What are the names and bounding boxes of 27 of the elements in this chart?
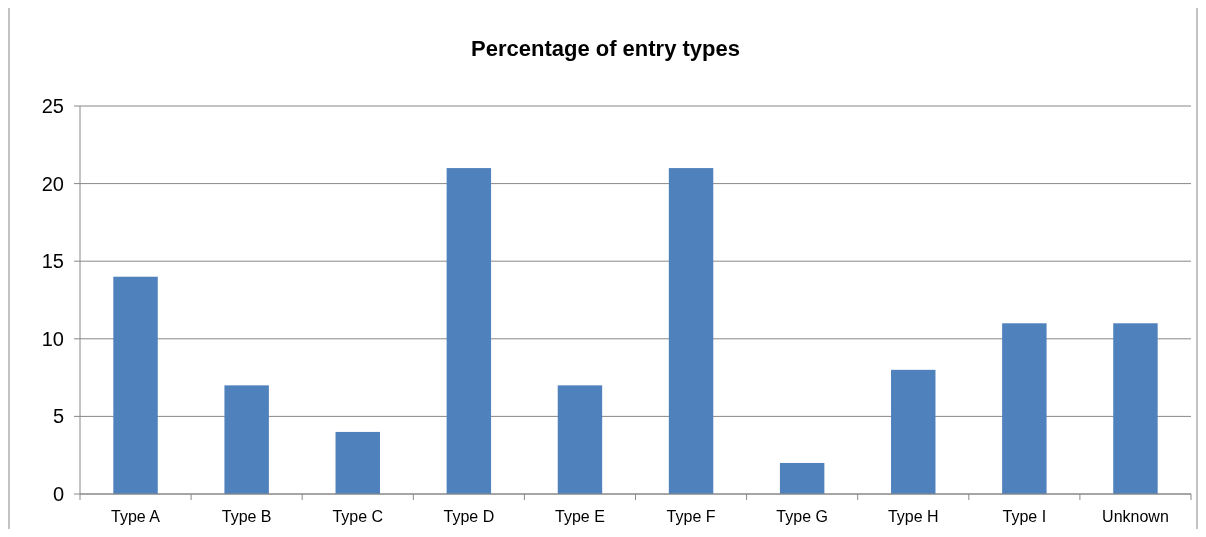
x-tick-label: Type I (1002, 508, 1047, 525)
x-tick-label: Type D (443, 508, 495, 525)
bar (1002, 323, 1047, 494)
bar (668, 168, 714, 494)
x-tick-label: Type H (887, 508, 939, 525)
x-tick-label: Type G (776, 508, 828, 525)
bar (335, 431, 380, 494)
x-tick-label: Type B (221, 508, 272, 525)
x-tick-label: Unknown (1102, 508, 1169, 525)
bar (891, 369, 936, 494)
y-tick-label: 0 (52, 483, 64, 505)
y-tick-label: 20 (41, 172, 64, 195)
y-tick-label: 5 (52, 405, 64, 428)
x-tick-label: Type E (555, 508, 605, 525)
x-tick-label: Type F (666, 508, 716, 525)
x-tick-label: Type A (111, 508, 161, 525)
bar (1113, 323, 1158, 494)
y-tick-label: 15 (41, 250, 64, 273)
bar (557, 385, 603, 494)
bar (779, 462, 825, 494)
chart-title: Percentage of entry types (471, 36, 740, 61)
bar (446, 168, 492, 494)
bar (224, 385, 269, 494)
y-tick-label: 25 (41, 95, 64, 117)
bar (113, 276, 158, 494)
x-tick-label: Type C (332, 508, 384, 525)
y-tick-label: 10 (41, 327, 64, 350)
